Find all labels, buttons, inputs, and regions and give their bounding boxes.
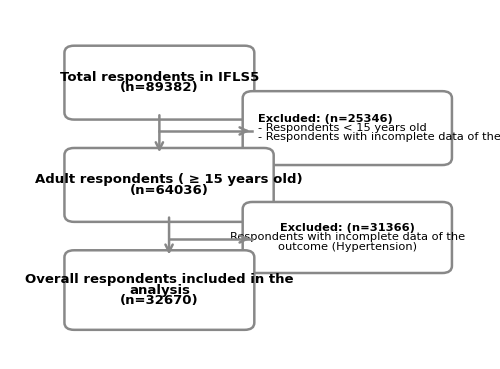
Text: - Respondents < 15 years old: - Respondents < 15 years old bbox=[258, 123, 427, 133]
FancyBboxPatch shape bbox=[64, 46, 254, 120]
Text: (n=32670): (n=32670) bbox=[120, 294, 198, 307]
Text: Overall respondents included in the: Overall respondents included in the bbox=[25, 273, 293, 286]
Text: - Respondents with incomplete data of the age: - Respondents with incomplete data of th… bbox=[258, 132, 500, 142]
FancyBboxPatch shape bbox=[64, 148, 274, 222]
Text: outcome (Hypertension): outcome (Hypertension) bbox=[278, 242, 417, 252]
Text: Excluded: (n=31366): Excluded: (n=31366) bbox=[280, 223, 415, 233]
FancyBboxPatch shape bbox=[64, 250, 254, 330]
Text: (n=89382): (n=89382) bbox=[120, 82, 198, 94]
Text: (n=64036): (n=64036) bbox=[130, 184, 208, 197]
Text: Total respondents in IFLS5: Total respondents in IFLS5 bbox=[60, 71, 259, 84]
Text: analysis: analysis bbox=[129, 283, 190, 297]
Text: Excluded: (n=25346): Excluded: (n=25346) bbox=[258, 114, 393, 124]
Text: Adult respondents ( ≥ 15 years old): Adult respondents ( ≥ 15 years old) bbox=[35, 173, 303, 186]
FancyBboxPatch shape bbox=[242, 91, 452, 165]
FancyBboxPatch shape bbox=[242, 202, 452, 273]
Text: Respondents with incomplete data of the: Respondents with incomplete data of the bbox=[230, 232, 465, 242]
